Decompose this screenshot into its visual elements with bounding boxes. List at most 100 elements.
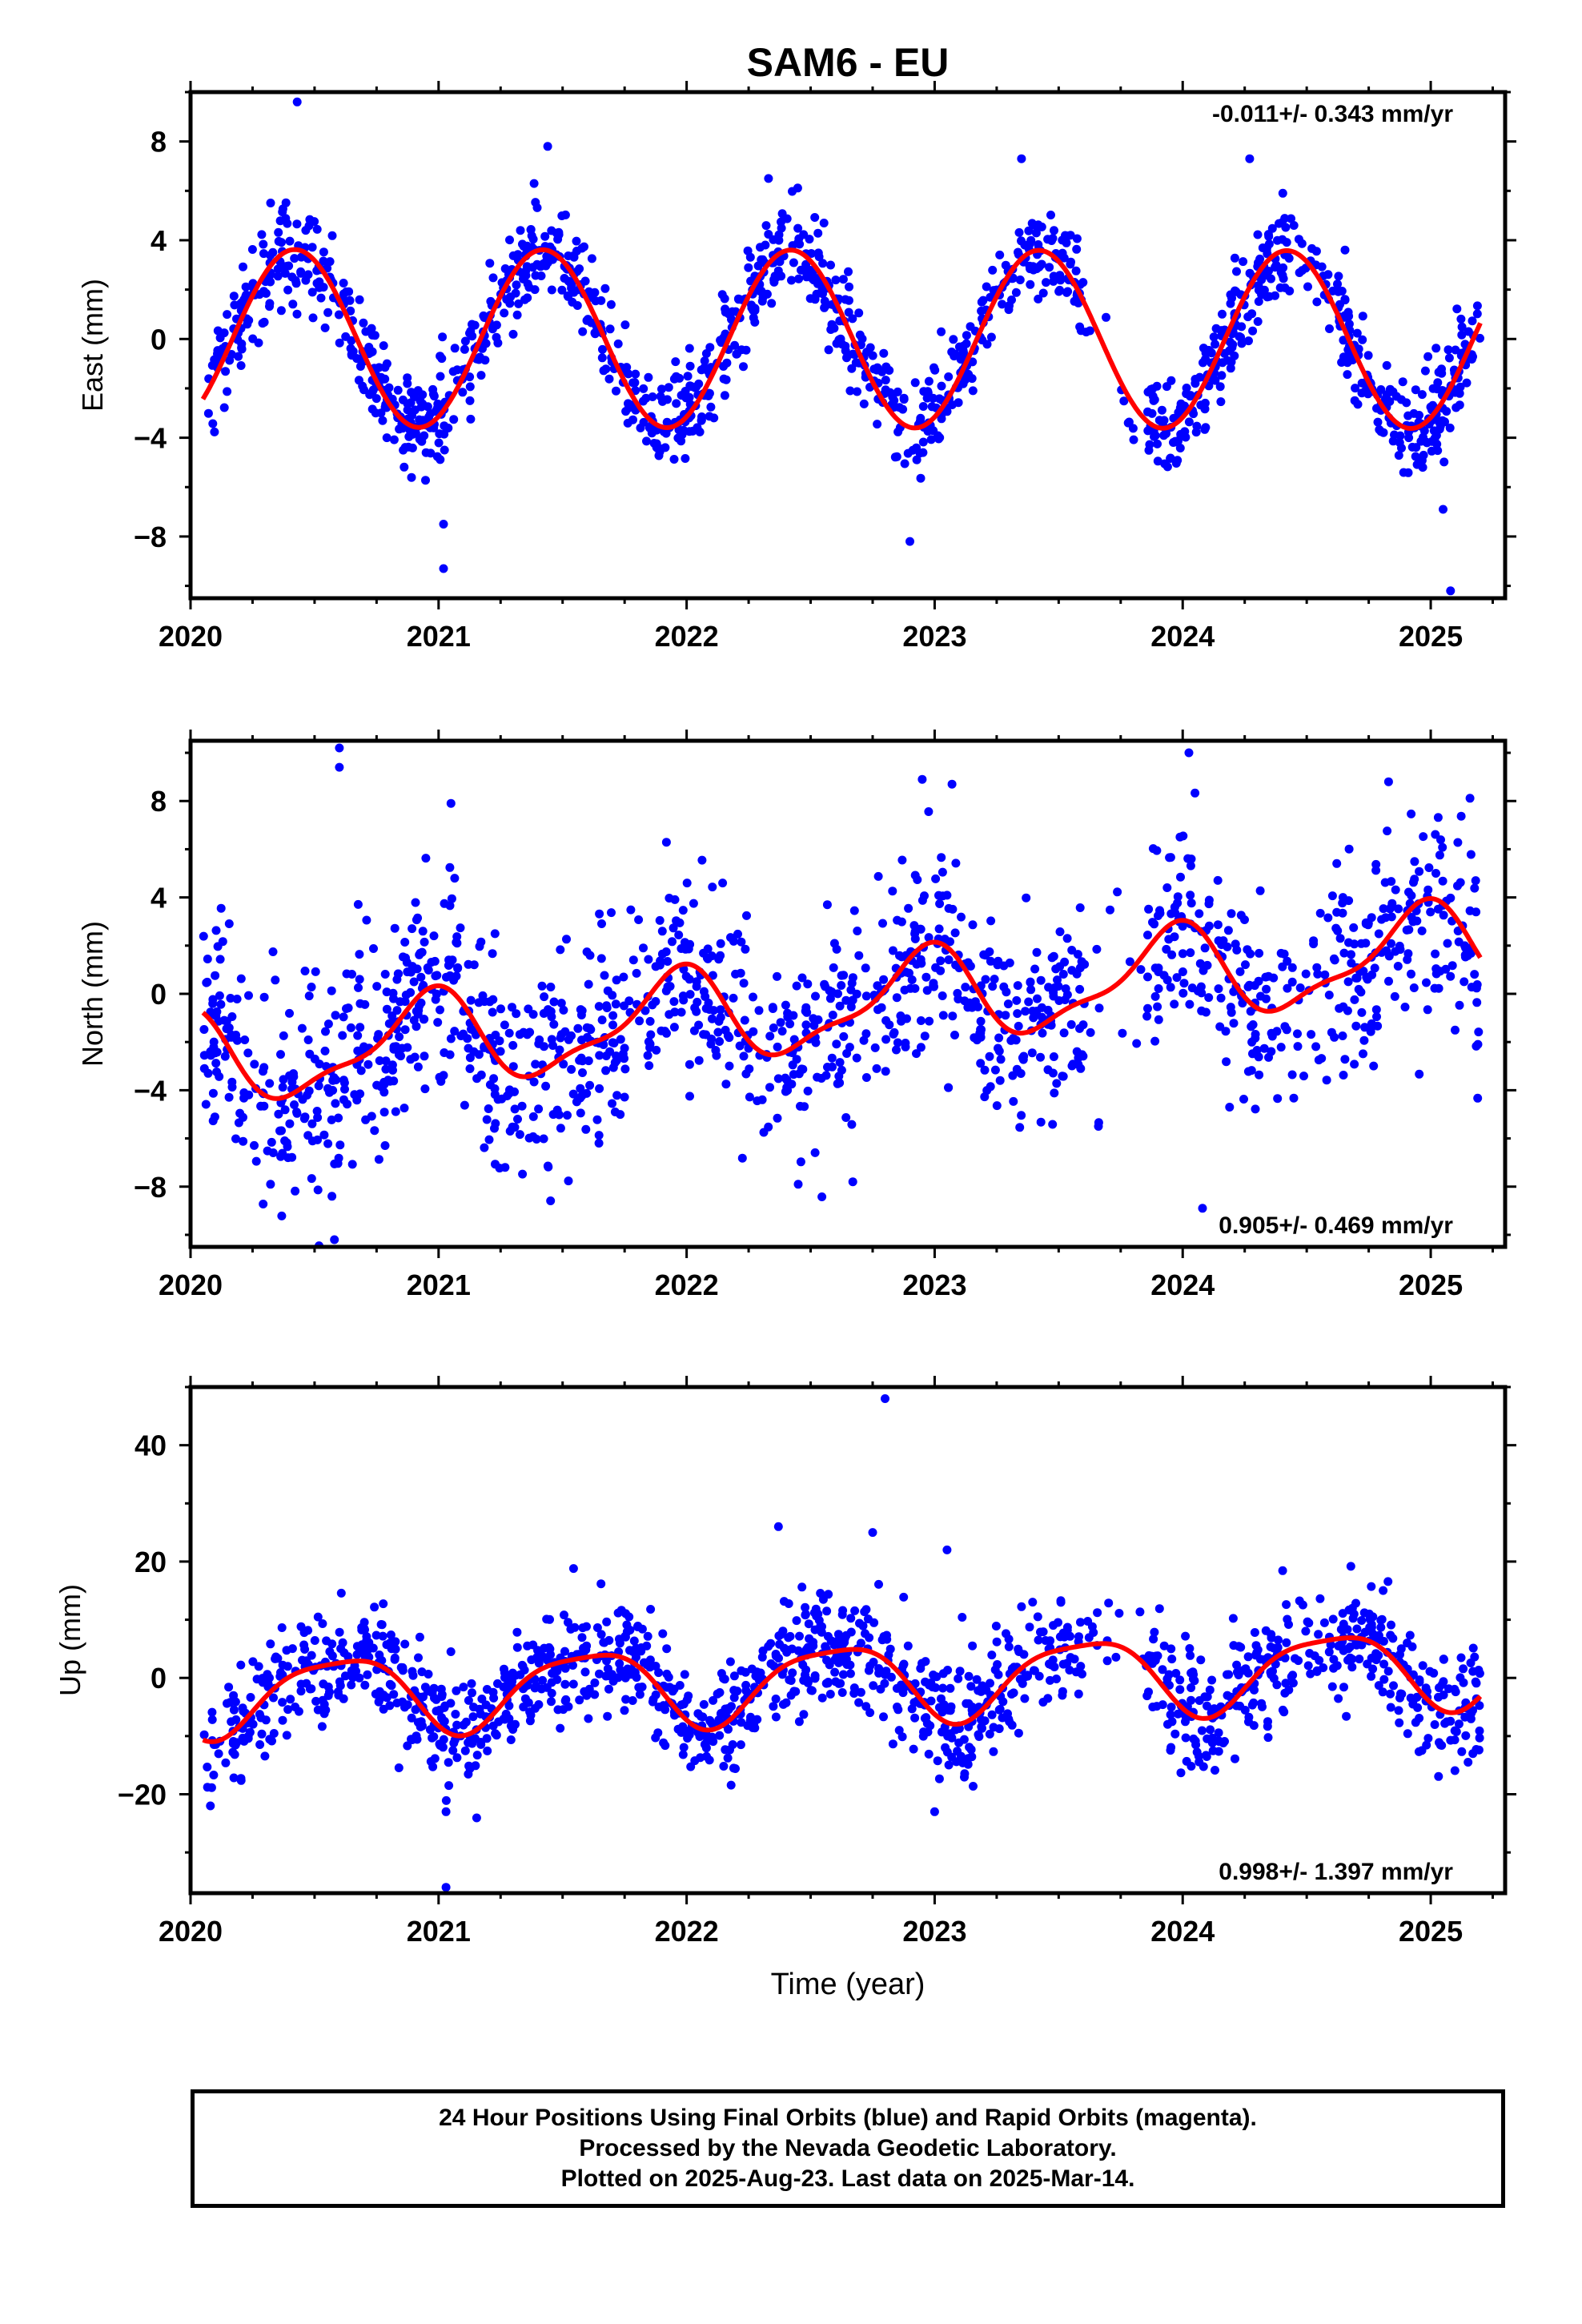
data-point: [408, 1735, 417, 1744]
data-point: [688, 426, 697, 436]
data-point: [489, 1074, 499, 1084]
data-point: [918, 437, 928, 447]
data-point: [1423, 885, 1433, 895]
data-point: [1315, 908, 1325, 918]
data-point: [845, 386, 855, 396]
data-point: [1066, 1019, 1076, 1029]
data-point: [879, 975, 889, 984]
data-point: [1159, 1641, 1169, 1651]
data-point: [331, 1099, 340, 1108]
data-point: [291, 1186, 300, 1196]
data-point: [540, 992, 549, 1002]
data-point: [577, 1006, 587, 1015]
data-point: [773, 1113, 782, 1123]
data-point: [679, 995, 689, 1005]
data-point: [1170, 1729, 1180, 1739]
data-point: [628, 1696, 637, 1705]
data-point: [282, 1646, 291, 1655]
data-point: [881, 1067, 890, 1076]
data-point: [1352, 328, 1362, 338]
data-point: [1067, 1061, 1077, 1071]
data-point: [631, 369, 640, 379]
data-point: [320, 1046, 330, 1055]
data-point: [832, 1039, 841, 1049]
data-point: [1338, 1031, 1347, 1040]
data-point: [1178, 988, 1188, 998]
data-point: [1043, 1065, 1053, 1075]
data-point: [590, 1678, 600, 1687]
data-point: [733, 929, 742, 939]
data-point: [440, 445, 449, 455]
data-point: [926, 435, 936, 444]
data-point: [1150, 432, 1158, 441]
data-point: [720, 1675, 729, 1684]
data-point: [525, 1716, 535, 1726]
data-point: [1352, 1624, 1362, 1634]
data-point: [1343, 977, 1353, 987]
data-point: [442, 972, 451, 982]
data-point: [1244, 336, 1253, 346]
data-point: [803, 979, 813, 989]
data-point: [836, 1634, 845, 1644]
data-point: [980, 1065, 990, 1075]
data-point: [1327, 1027, 1336, 1037]
data-point: [302, 1679, 311, 1688]
data-point: [556, 1723, 565, 1733]
data-point: [847, 979, 857, 988]
data-point: [962, 331, 971, 340]
data-point: [1129, 435, 1138, 444]
data-point: [531, 271, 540, 280]
outlier-point: [441, 1883, 451, 1892]
data-point: [268, 947, 278, 956]
data-point: [1227, 909, 1236, 919]
data-point: [1405, 1630, 1415, 1640]
data-point: [581, 1124, 591, 1134]
data-point: [1375, 425, 1384, 434]
data-point: [1034, 262, 1044, 271]
data-point: [1431, 869, 1440, 878]
data-point: [1076, 1063, 1086, 1073]
data-point: [555, 1045, 564, 1055]
data-point: [910, 1713, 920, 1723]
data-point: [1344, 844, 1354, 854]
x-tick-label: 2020: [159, 1915, 223, 1948]
data-point: [1178, 949, 1187, 959]
data-point: [1434, 1692, 1443, 1702]
data-point: [964, 1722, 974, 1731]
data-point: [1339, 1002, 1348, 1011]
data-point: [425, 1725, 435, 1735]
data-point: [1282, 1638, 1291, 1647]
data-point: [1269, 1674, 1279, 1683]
data-point: [1280, 283, 1290, 292]
data-point: [938, 867, 947, 877]
data-point: [1239, 257, 1248, 267]
data-point: [303, 1091, 312, 1100]
data-point: [465, 1064, 475, 1073]
data-point: [1223, 1691, 1232, 1700]
data-point: [850, 1606, 860, 1615]
data-point: [892, 1045, 901, 1055]
data-point: [662, 417, 672, 427]
data-point: [1387, 1620, 1395, 1630]
data-point: [834, 1651, 844, 1661]
data-point: [1034, 220, 1043, 230]
data-point: [480, 1143, 489, 1152]
data-point: [275, 216, 285, 226]
data-point: [1383, 1577, 1393, 1586]
data-point: [297, 1023, 307, 1033]
data-point: [944, 372, 954, 381]
data-point: [1276, 948, 1286, 958]
data-point: [1332, 858, 1342, 868]
data-point: [567, 1031, 576, 1040]
data-point: [1229, 1019, 1239, 1028]
data-point: [1411, 452, 1420, 461]
data-point: [552, 1675, 562, 1684]
data-point: [471, 1761, 480, 1771]
data-point: [679, 1743, 689, 1752]
data-point: [726, 1780, 736, 1790]
data-point: [1175, 1675, 1185, 1685]
data-point: [712, 1051, 721, 1060]
data-point: [934, 1774, 944, 1783]
data-point: [764, 230, 773, 239]
data-point: [212, 1068, 222, 1076]
